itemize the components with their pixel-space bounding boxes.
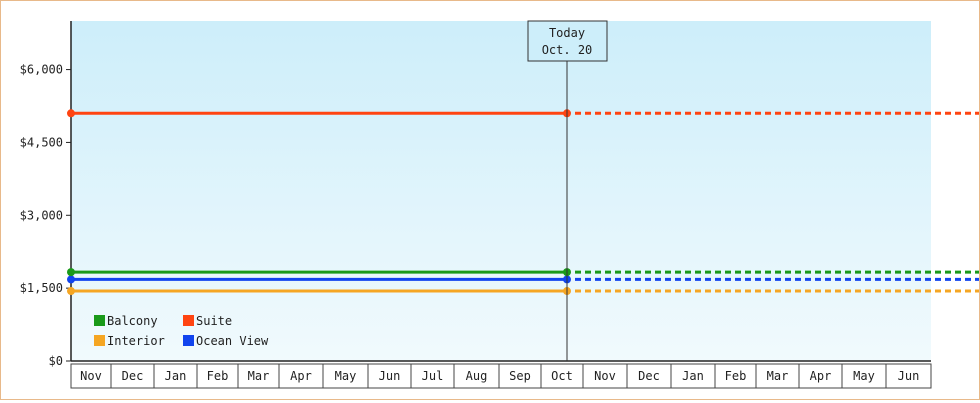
y-tick-label: $3,000 — [20, 208, 63, 222]
series-point-start-1 — [67, 109, 75, 118]
legend-label: Suite — [196, 314, 232, 328]
x-month-cell — [110, 363, 155, 389]
y-axis: $0 $1,500 $3,000 $4,500 $6,000 — [20, 21, 72, 368]
x-tick-label: Dec — [122, 369, 144, 383]
x-month-cell — [755, 363, 800, 389]
x-month-cell — [498, 363, 542, 389]
x-tick-label: Nov — [594, 369, 616, 383]
x-tick-label: Feb — [207, 369, 229, 383]
x-month-cell — [410, 363, 455, 389]
x-tick-label: May — [335, 369, 357, 383]
legend-swatch — [94, 315, 105, 326]
legend-swatch — [183, 315, 194, 326]
x-tick-label: Dec — [638, 369, 660, 383]
y-tick-label: $6,000 — [20, 63, 63, 77]
today-label: Today — [549, 26, 585, 40]
legend-swatch — [94, 335, 105, 346]
x-tick-label: Apr — [810, 369, 832, 383]
x-tick-label: Jan — [165, 369, 187, 383]
x-tick-label: Jul — [422, 369, 444, 383]
x-month-cell — [885, 363, 932, 389]
today-marker: Today Oct. 20 — [527, 20, 608, 361]
x-tick-label: Nov — [80, 369, 102, 383]
x-tick-label: Jun — [379, 369, 401, 383]
x-tick-label: Jun — [898, 369, 920, 383]
x-month-cell — [70, 363, 112, 389]
x-month-cell — [714, 363, 757, 389]
legend-label: Ocean View — [196, 334, 269, 348]
legend-label: Balcony — [107, 314, 158, 328]
y-tick-label: $1,500 — [20, 281, 63, 295]
series-point-start-0 — [67, 268, 75, 277]
x-month-cell — [626, 363, 672, 389]
x-month-cell — [278, 363, 324, 389]
today-box — [527, 20, 608, 62]
y-tick-label: $0 — [49, 354, 63, 368]
x-tick-label: Mar — [767, 369, 789, 383]
plot-area — [71, 21, 931, 361]
legend-swatch — [183, 335, 194, 346]
x-tick-label: Mar — [248, 369, 270, 383]
legend: Balcony Suite Interior Ocean View — [94, 314, 269, 348]
x-tick-label: May — [853, 369, 875, 383]
x-tick-label: Apr — [290, 369, 312, 383]
x-tick-label: Oct — [551, 369, 573, 383]
series-point-start-2 — [67, 287, 75, 296]
x-tick-label: Jan — [682, 369, 704, 383]
x-month-cell — [153, 363, 198, 389]
legend-label: Interior — [107, 334, 165, 348]
x-tick-label: Feb — [725, 369, 747, 383]
x-axis: Nov Dec Jan Feb Mar Apr May Jun Jul Aug Sep Oct Nov D… — [70, 360, 932, 389]
x-month-cell — [841, 363, 887, 389]
x-tick-label: Aug — [466, 369, 488, 383]
series-point-start-3 — [67, 275, 75, 284]
x-tick-label: Sep — [509, 369, 531, 383]
x-month-cell — [196, 363, 239, 389]
x-month-cell — [237, 363, 280, 389]
x-month-cell — [582, 363, 628, 389]
today-date: Oct. 20 — [542, 43, 593, 57]
series-lines — [67, 109, 979, 296]
y-tick-label: $4,500 — [20, 135, 63, 149]
